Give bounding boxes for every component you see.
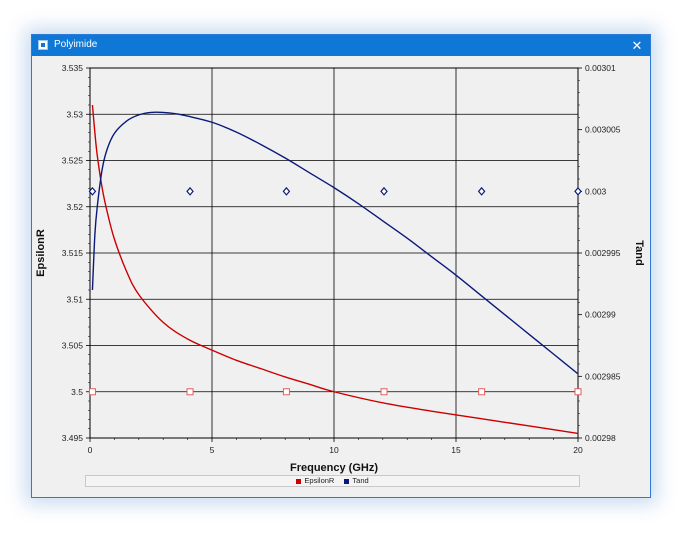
- series-line-epsilonr: [91, 104, 579, 435]
- marker-tand: [477, 186, 486, 196]
- title-bar[interactable]: Polyimide ✕: [32, 35, 650, 56]
- x-tick-label: 20: [573, 445, 583, 455]
- y-tick-label: 3.525: [62, 156, 84, 166]
- marker-layer: [88, 186, 582, 396]
- marker-epsilonr: [282, 388, 290, 396]
- marker-epsilonr: [186, 388, 194, 396]
- legend-label-epsilonr: EpsilonR: [304, 476, 335, 485]
- legend-item-epsilonr[interactable]: EpsilonR: [296, 476, 334, 486]
- x-tick-label: 0: [88, 445, 93, 455]
- legend-item-tand[interactable]: Tand: [344, 476, 369, 486]
- chart-area: 0 5 10 15 20 3.495 3.5 3.505 3.51 3.515 3.52 3.525 3…: [35, 63, 645, 474]
- legend-swatch-tand: [344, 478, 350, 484]
- y2-tick-label: 0.002985: [585, 371, 621, 381]
- y2-axis-title: Tand: [633, 240, 645, 265]
- marker-tand: [88, 186, 97, 196]
- y-tick-label: 3.51: [66, 294, 83, 304]
- x-axis-title: Frequency (GHz): [290, 462, 378, 474]
- y2-tick-label: 0.00298: [585, 433, 616, 443]
- marker-tand: [574, 186, 582, 196]
- window-title: Polyimide: [54, 39, 98, 50]
- y2-tick-label: 0.00301: [585, 63, 616, 73]
- legend-swatch-epsilonr: [296, 478, 302, 484]
- marker-epsilonr: [478, 388, 486, 396]
- y-tick-label: 3.495: [62, 433, 84, 443]
- plot-border: [89, 67, 579, 439]
- y2-tick-label: 0.002995: [585, 248, 621, 258]
- x-tick-label: 10: [329, 445, 339, 455]
- marker-epsilonr: [380, 388, 388, 396]
- marker-tand: [186, 186, 194, 196]
- series-line-tand: [91, 111, 579, 375]
- marker-tand: [282, 186, 291, 196]
- y2-tick-label: 0.003: [585, 186, 607, 196]
- y-tick-label: 3.5: [71, 387, 83, 397]
- y2-tick-label: 0.00299: [585, 310, 616, 320]
- y-tick-label: 3.52: [66, 202, 83, 212]
- y-axis-title: EpsilonR: [35, 229, 47, 277]
- y-tick-label: 3.53: [66, 109, 83, 119]
- close-button[interactable]: ✕: [631, 38, 643, 53]
- marker-epsilonr: [88, 388, 96, 396]
- series-layer: [91, 104, 579, 435]
- window-icon: [38, 40, 48, 50]
- marker-tand: [380, 186, 388, 196]
- marker-epsilonr: [574, 388, 582, 396]
- y2-tick-label: 0.003005: [585, 125, 621, 135]
- chart-window: Polyimide ✕ 0 5 10 15 20 3.495 3.5 3.505 3.51 3.5…: [31, 34, 651, 498]
- ticks: 0 5 10 15 20 3.495 3.5 3.505 3.51 3.515 3.52 3.525 3…: [62, 63, 621, 455]
- legend-label-tand: Tand: [352, 476, 369, 485]
- y-tick-label: 3.535: [62, 63, 84, 73]
- legend: EpsilonR Tand: [85, 475, 580, 487]
- x-tick-label: 15: [451, 445, 461, 455]
- y-tick-label: 3.515: [62, 248, 84, 258]
- y-tick-label: 3.505: [62, 341, 84, 351]
- x-tick-label: 5: [210, 445, 215, 455]
